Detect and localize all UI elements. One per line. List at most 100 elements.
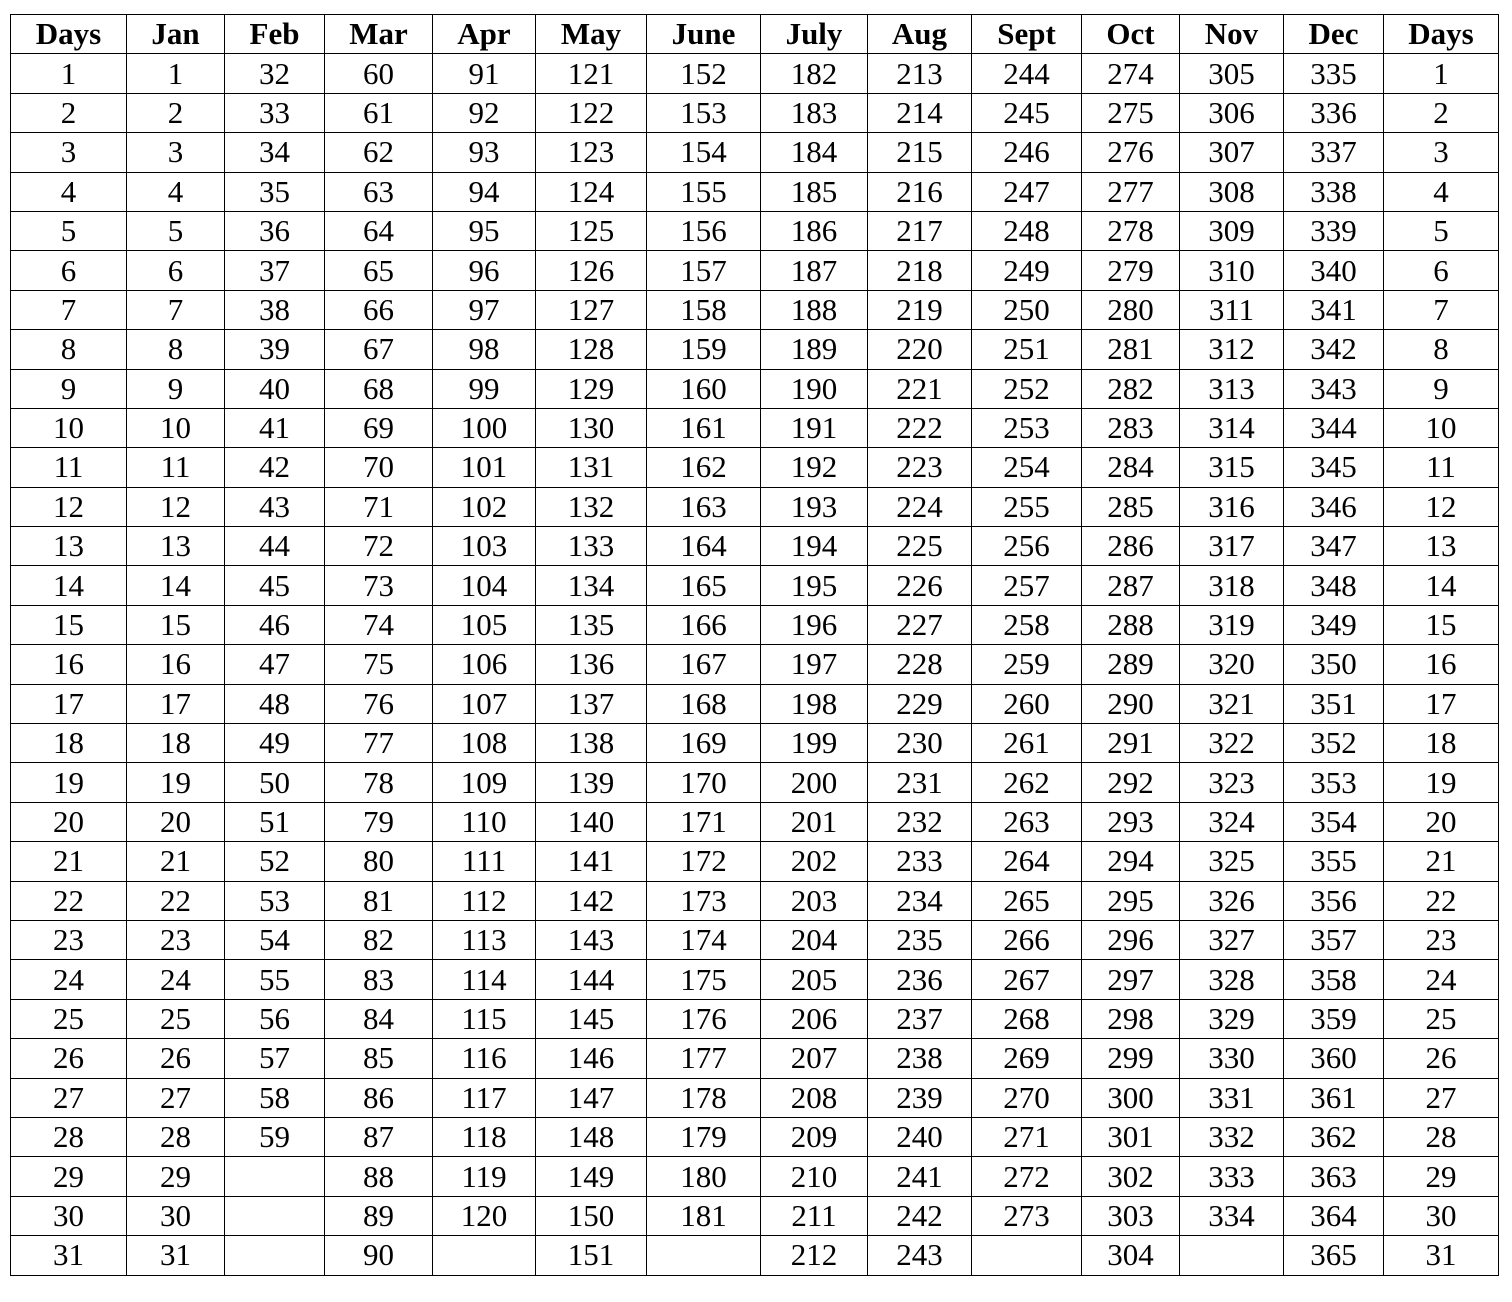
table-cell: 245 xyxy=(971,92,1082,134)
table-cell: 327 xyxy=(1179,919,1284,961)
table-cell: 239 xyxy=(867,1077,972,1118)
table-cell: 104 xyxy=(432,565,536,606)
column-header: Days xyxy=(10,13,127,55)
table-cell: 28 xyxy=(10,1116,127,1158)
table-cell: 277 xyxy=(1081,171,1180,212)
table-cell: 201 xyxy=(760,801,868,843)
table-cell: 40 xyxy=(224,368,325,409)
table-cell: 355 xyxy=(1283,841,1384,882)
table-cell: 14 xyxy=(10,565,127,606)
table-cell: 84 xyxy=(324,998,433,1040)
table-cell: 19 xyxy=(10,762,127,803)
table-cell: 102 xyxy=(432,486,536,528)
table-cell: 148 xyxy=(535,1116,647,1158)
table-row: 9 9 40 68 99 129 160 190 221 252 282 313 343 9 xyxy=(10,368,1499,409)
table-cell: 254 xyxy=(971,447,1082,488)
table-row: 26 26 57 85 116 146 177 207 238 269 299 330 360 26 xyxy=(10,1038,1499,1079)
table-cell: 98 xyxy=(432,329,536,370)
table-cell: 117 xyxy=(432,1077,536,1118)
table-cell: 274 xyxy=(1081,53,1180,94)
table-cell: 136 xyxy=(535,644,647,685)
table-cell: 250 xyxy=(971,289,1082,331)
table-cell: 100 xyxy=(432,407,536,449)
table-row: 7 7 38 66 97 127 158 188 219 250 280 311 341 7 xyxy=(10,289,1499,331)
table-cell: 19 xyxy=(1383,762,1499,803)
table-cell: 203 xyxy=(760,880,868,921)
table-cell xyxy=(224,1235,325,1276)
table-cell: 164 xyxy=(646,526,761,567)
table-body: 1 1 32 60 91 121 152 182 213 244 274 305 335 1 2 2 33 61 9… xyxy=(10,53,1499,1276)
table-cell: 67 xyxy=(324,329,433,370)
table-cell: 77 xyxy=(324,723,433,764)
table-cell: 18 xyxy=(1383,723,1499,764)
table-cell: 257 xyxy=(971,565,1082,606)
table-cell: 272 xyxy=(971,1156,1082,1197)
table-cell: 287 xyxy=(1081,565,1180,606)
table-cell: 237 xyxy=(867,998,972,1040)
table-cell: 49 xyxy=(224,723,325,764)
table-cell: 168 xyxy=(646,683,761,725)
table-cell: 174 xyxy=(646,919,761,961)
table-row: 29 29 88 119 149 180 210 241 272 302 333 363 29 xyxy=(10,1156,1499,1197)
table-cell: 107 xyxy=(432,683,536,725)
table-cell: 332 xyxy=(1179,1116,1284,1158)
table-cell: 57 xyxy=(224,1038,325,1079)
table-cell: 133 xyxy=(535,526,647,567)
table-row: 22 22 53 81 112 142 173 203 234 265 295 326 356 22 xyxy=(10,880,1499,921)
table-cell: 116 xyxy=(432,1038,536,1079)
table-cell: 167 xyxy=(646,644,761,685)
table-cell: 285 xyxy=(1081,486,1180,528)
table-cell: 47 xyxy=(224,644,325,685)
column-header: Jan xyxy=(126,13,225,55)
table-cell: 248 xyxy=(971,210,1082,252)
table-cell: 153 xyxy=(646,92,761,134)
table-cell: 17 xyxy=(126,683,225,725)
table-cell: 186 xyxy=(760,210,868,252)
table-row: 8 8 39 67 98 128 159 189 220 251 281 312 342 8 xyxy=(10,329,1499,370)
table-cell: 149 xyxy=(535,1156,647,1197)
table-cell: 218 xyxy=(867,250,972,291)
table-cell: 350 xyxy=(1283,644,1384,685)
table-cell: 45 xyxy=(224,565,325,606)
table-cell: 231 xyxy=(867,762,972,803)
table-cell: 20 xyxy=(1383,801,1499,843)
table-cell: 15 xyxy=(1383,604,1499,646)
table-cell: 25 xyxy=(1383,998,1499,1040)
table-cell: 305 xyxy=(1179,53,1284,94)
table-cell: 135 xyxy=(535,604,647,646)
table-cell: 134 xyxy=(535,565,647,606)
table-cell: 129 xyxy=(535,368,647,409)
table-cell: 210 xyxy=(760,1156,868,1197)
table-cell: 190 xyxy=(760,368,868,409)
table-cell: 63 xyxy=(324,171,433,212)
table-row: 21 21 52 80 111 141 172 202 233 264 294 325 355 21 xyxy=(10,841,1499,882)
table-cell: 113 xyxy=(432,919,536,961)
table-cell: 5 xyxy=(10,210,127,252)
table-cell: 246 xyxy=(971,132,1082,173)
table-cell: 171 xyxy=(646,801,761,843)
table-cell: 9 xyxy=(126,368,225,409)
table-cell: 94 xyxy=(432,171,536,212)
table-cell: 236 xyxy=(867,959,972,1000)
table-cell: 3 xyxy=(126,132,225,173)
table-cell xyxy=(432,1235,536,1276)
table-cell: 336 xyxy=(1283,92,1384,134)
table-cell: 238 xyxy=(867,1038,972,1079)
table-cell xyxy=(224,1195,325,1237)
table-cell: 233 xyxy=(867,841,972,882)
table-cell: 359 xyxy=(1283,998,1384,1040)
table-cell: 211 xyxy=(760,1195,868,1237)
table-cell: 205 xyxy=(760,959,868,1000)
table-cell: 76 xyxy=(324,683,433,725)
table-cell: 256 xyxy=(971,526,1082,567)
column-header: Oct xyxy=(1081,13,1180,55)
table-cell: 13 xyxy=(1383,526,1499,567)
table-cell: 170 xyxy=(646,762,761,803)
table-cell: 4 xyxy=(10,171,127,212)
table-cell: 337 xyxy=(1283,132,1384,173)
table-cell: 354 xyxy=(1283,801,1384,843)
table-cell: 284 xyxy=(1081,447,1180,488)
table-cell: 311 xyxy=(1179,289,1284,331)
table-cell: 7 xyxy=(1383,289,1499,331)
table-cell: 175 xyxy=(646,959,761,1000)
